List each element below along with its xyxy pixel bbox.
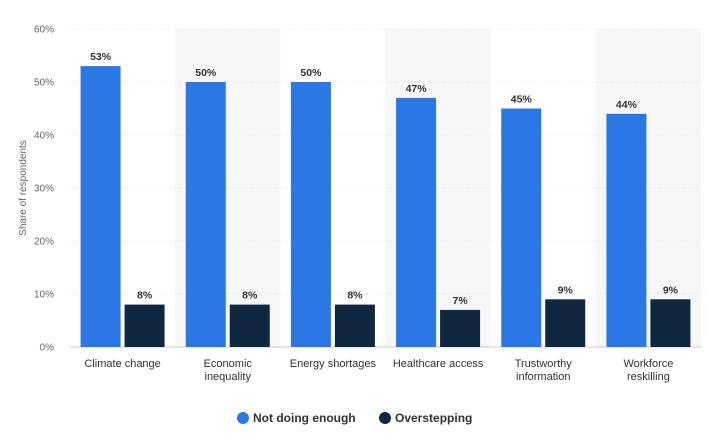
bar [290, 82, 331, 347]
bar [185, 82, 226, 347]
data-label: 9% [558, 284, 574, 296]
y-tick-label: 20% [34, 237, 54, 248]
category-label-line: Trustworthy [515, 358, 573, 370]
category-label-line: Healthcare access [393, 358, 484, 370]
bar [606, 113, 647, 347]
category-label: Economic inequality [204, 358, 253, 383]
data-label: 45% [511, 94, 533, 106]
bar [650, 299, 691, 347]
legend-marker [379, 412, 391, 424]
legend-marker [237, 412, 249, 424]
bars [80, 66, 691, 348]
y-tick-label: 60% [34, 25, 54, 36]
y-tick-label: 50% [34, 78, 54, 89]
data-label: 7% [452, 295, 468, 307]
legend-label: Overstepping [395, 411, 472, 425]
data-label: 44% [616, 99, 638, 111]
bar [334, 304, 375, 347]
bar [501, 108, 542, 347]
legend-label: Not doing enough [253, 411, 356, 425]
category-label-line: Climate change [84, 358, 160, 370]
category-label: Workforce reskilling [623, 358, 673, 383]
y-tick-label: 40% [34, 131, 54, 142]
category-label-line: inequality [205, 371, 252, 383]
x-axis-categories: Climate change Economic inequality Energy s… [84, 358, 673, 383]
y-axis-label: Share of respondents [18, 140, 29, 236]
category-label-line: information [516, 371, 570, 383]
category-label-line: Economic [204, 358, 253, 370]
data-label: 8% [242, 290, 258, 302]
category-label: Energy shortages [290, 358, 377, 370]
data-labels: 53% 50% 50% 47% 45% 44% 8% 8% 8% 7% 9% 9% [90, 51, 679, 307]
data-label: 47% [406, 83, 428, 95]
bar [440, 309, 481, 347]
y-tick-label: 0% [40, 343, 55, 354]
data-label: 50% [195, 67, 217, 79]
data-label: 8% [137, 290, 153, 302]
bar [124, 304, 165, 347]
category-label: Climate change [84, 358, 160, 370]
category-label: Trustworthy information [515, 358, 573, 383]
data-label: 9% [663, 284, 679, 296]
gridlines [70, 28, 701, 348]
y-tick-label: 30% [34, 184, 54, 195]
legend-item[interactable]: Overstepping [379, 411, 472, 425]
data-label: 50% [300, 67, 322, 79]
data-label: 53% [90, 51, 112, 63]
category-label: Healthcare access [393, 358, 484, 370]
category-label-line: reskilling [627, 371, 670, 383]
category-label-line: Workforce [623, 358, 673, 370]
bar [545, 299, 586, 347]
legend-item[interactable]: Not doing enough [237, 411, 356, 425]
bar [80, 66, 121, 347]
data-label: 8% [347, 290, 363, 302]
legend: Not doing enough Overstepping [237, 411, 472, 425]
bar [396, 97, 437, 348]
bar [229, 304, 270, 347]
category-label-line: Energy shortages [290, 358, 377, 370]
y-tick-label: 10% [34, 290, 54, 301]
y-axis-ticks: 0% 10% 20% 30% 40% 50% 60% [34, 25, 54, 354]
